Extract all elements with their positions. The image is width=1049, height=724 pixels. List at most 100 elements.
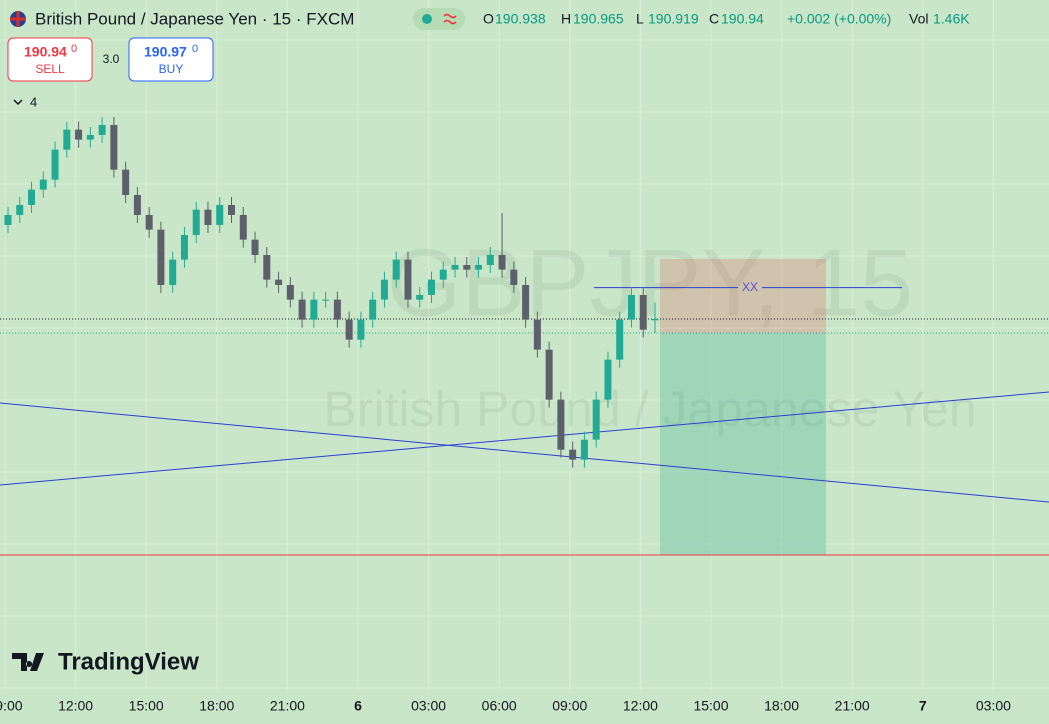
candle bbox=[228, 196, 236, 223]
candle bbox=[427, 271, 435, 303]
candle-body bbox=[451, 264, 459, 270]
candle bbox=[357, 311, 365, 348]
trend-line[interactable] bbox=[0, 391, 1049, 486]
ohlc-value: 190.938 bbox=[495, 11, 546, 27]
candle-body bbox=[286, 284, 294, 300]
flag-cross bbox=[10, 11, 26, 27]
buy-pip: 0 bbox=[192, 43, 198, 55]
candle bbox=[639, 286, 647, 338]
candle bbox=[4, 206, 12, 233]
xx-label: XX bbox=[742, 280, 758, 294]
candle bbox=[463, 256, 471, 278]
candle bbox=[651, 302, 659, 333]
candle-body bbox=[357, 319, 365, 340]
candle bbox=[580, 431, 588, 468]
change: +0.002 (+0.00%) bbox=[787, 11, 891, 27]
candle bbox=[498, 212, 506, 278]
candle-body bbox=[110, 124, 118, 170]
candle-body bbox=[333, 299, 341, 320]
candle bbox=[486, 246, 494, 273]
candle bbox=[275, 271, 283, 293]
candle bbox=[204, 201, 212, 233]
candle-body bbox=[98, 124, 106, 135]
target-zone[interactable] bbox=[660, 332, 826, 555]
candle-body bbox=[63, 129, 71, 150]
candle bbox=[557, 391, 565, 458]
time-label: 12:00 bbox=[58, 698, 93, 714]
watermark-description: British Pound / Japanese Yen bbox=[323, 381, 976, 437]
candle-body bbox=[51, 149, 59, 180]
indicators-toggle[interactable] bbox=[13, 99, 23, 106]
watermark-symbol: GBPJPY, 15 bbox=[387, 229, 914, 336]
candle-body bbox=[580, 439, 588, 460]
indicators-count: 4 bbox=[30, 94, 37, 109]
candle-body bbox=[522, 284, 530, 320]
candle bbox=[157, 221, 165, 293]
candle bbox=[133, 186, 141, 223]
time-label: 09:00 bbox=[0, 698, 23, 714]
time-label: 7 bbox=[919, 698, 927, 714]
buy-button[interactable] bbox=[128, 37, 214, 82]
candle bbox=[63, 121, 71, 158]
sell-price: 190.94 bbox=[24, 44, 67, 60]
candle bbox=[522, 276, 530, 328]
trend-line[interactable] bbox=[0, 402, 1049, 503]
candle bbox=[169, 251, 177, 293]
candle-body bbox=[345, 319, 353, 340]
time-label: 03:00 bbox=[976, 698, 1011, 714]
candle-body bbox=[133, 194, 141, 215]
candle bbox=[627, 286, 635, 328]
candle bbox=[451, 256, 459, 278]
time-label: 15:00 bbox=[129, 698, 164, 714]
candle-body bbox=[4, 214, 12, 225]
candle-body bbox=[510, 269, 518, 285]
candle-body bbox=[157, 229, 165, 285]
candle bbox=[416, 286, 424, 308]
ohlc-label: L bbox=[636, 11, 644, 27]
sell-pip: 0 bbox=[71, 43, 77, 55]
ohlc-value: 190.919 bbox=[648, 11, 699, 27]
candle bbox=[145, 206, 153, 238]
candle bbox=[369, 291, 377, 328]
status-pill[interactable] bbox=[413, 8, 465, 30]
candle bbox=[380, 271, 388, 308]
candle-body bbox=[616, 319, 624, 360]
candle bbox=[86, 126, 94, 148]
candle-body bbox=[475, 264, 483, 270]
candle-body bbox=[369, 299, 377, 320]
stop-zone[interactable] bbox=[660, 258, 826, 333]
candle-body bbox=[86, 134, 94, 140]
volume-label: Vol bbox=[909, 11, 928, 27]
ohlc-label: O bbox=[483, 11, 494, 27]
candle bbox=[475, 256, 483, 278]
candle-body bbox=[604, 359, 612, 400]
market-open-dot bbox=[422, 14, 432, 24]
time-label: 18:00 bbox=[764, 698, 799, 714]
candle-body bbox=[639, 294, 647, 330]
sell-button[interactable] bbox=[7, 37, 93, 82]
spread: 3.0 bbox=[103, 52, 120, 66]
time-label: 21:00 bbox=[835, 698, 870, 714]
candle bbox=[180, 226, 188, 268]
buy-label: BUY bbox=[159, 62, 184, 76]
candle-body bbox=[557, 399, 565, 450]
time-label: 18:00 bbox=[199, 698, 234, 714]
time-label: 03:00 bbox=[411, 698, 446, 714]
candle bbox=[192, 201, 200, 243]
candle-body bbox=[275, 279, 283, 285]
candle bbox=[98, 116, 106, 143]
candle bbox=[533, 311, 541, 358]
symbol-title[interactable]: British Pound / Japanese Yen · 15 · FXCM bbox=[35, 9, 354, 28]
candle-body bbox=[298, 299, 306, 320]
candle-body bbox=[392, 259, 400, 280]
candle bbox=[110, 116, 118, 178]
candle bbox=[333, 291, 341, 328]
logo-text[interactable]: TradingView bbox=[58, 648, 199, 675]
candle-body bbox=[228, 204, 236, 215]
candle-body bbox=[75, 129, 83, 140]
candle bbox=[39, 171, 47, 198]
candle bbox=[545, 341, 553, 408]
ohlc-value: 190.94 bbox=[721, 11, 764, 27]
